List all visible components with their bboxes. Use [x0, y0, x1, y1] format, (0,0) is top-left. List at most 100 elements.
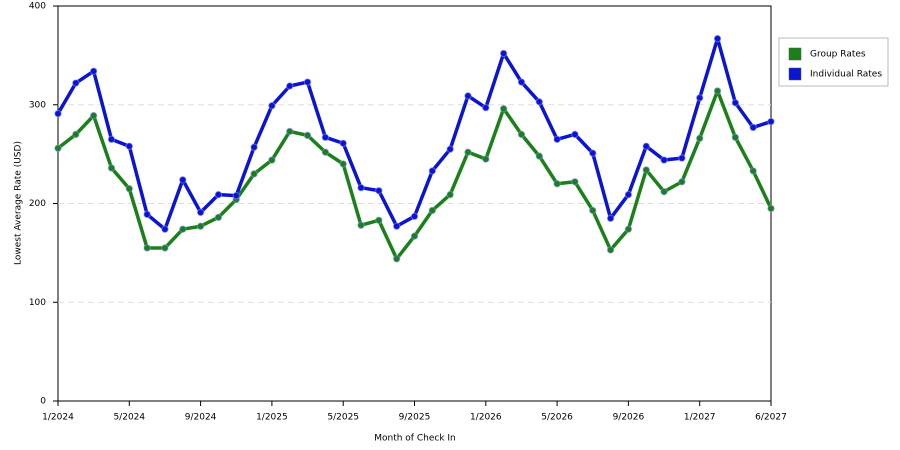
data-point	[713, 34, 722, 43]
data-point	[589, 149, 597, 157]
data-point	[731, 133, 740, 142]
y-tick-label: 400	[29, 2, 46, 12]
x-tick-label: 9/2026	[613, 413, 645, 423]
data-point	[250, 143, 258, 151]
data-point	[72, 79, 80, 87]
data-point	[428, 206, 437, 215]
data-point	[642, 166, 650, 174]
data-point	[89, 111, 98, 120]
data-point	[303, 78, 312, 86]
data-point	[54, 144, 62, 152]
data-point	[410, 212, 419, 221]
data-point	[589, 206, 597, 215]
data-point	[535, 152, 543, 160]
data-point	[321, 133, 330, 142]
x-tick-label: 1/2026	[470, 413, 502, 423]
x-tick-label: 9/2025	[399, 413, 431, 423]
data-point	[428, 167, 437, 175]
data-point	[678, 154, 686, 162]
legend-swatch	[788, 47, 802, 61]
data-point	[553, 135, 561, 144]
y-axis-label: Lowest Average Rate (USD)	[14, 141, 24, 265]
data-point	[482, 104, 490, 112]
data-point	[464, 92, 472, 100]
data-point	[571, 178, 579, 186]
data-point	[535, 98, 543, 106]
data-point	[72, 130, 80, 139]
data-point	[268, 156, 276, 164]
data-point	[286, 127, 294, 136]
data-point	[125, 142, 134, 150]
x-tick-label: 6/2027	[755, 413, 787, 423]
data-point	[357, 184, 365, 192]
data-point	[767, 117, 775, 126]
x-axis-label: Month of Check In	[374, 434, 456, 444]
data-point	[392, 255, 401, 263]
data-point	[54, 109, 62, 118]
data-point	[749, 123, 757, 132]
x-tick-label: 1/2025	[256, 413, 288, 423]
data-point	[357, 221, 365, 229]
data-point	[268, 102, 276, 110]
data-point	[107, 164, 116, 172]
data-point	[286, 82, 294, 90]
data-point	[678, 178, 686, 186]
data-point	[571, 130, 579, 139]
data-point	[696, 134, 704, 143]
data-point	[107, 135, 116, 144]
data-point	[660, 156, 668, 164]
data-point	[606, 246, 615, 254]
data-point	[196, 222, 205, 230]
data-point	[660, 187, 668, 196]
legend-label: Individual Rates	[810, 70, 882, 80]
data-point	[482, 155, 490, 163]
data-point	[446, 145, 454, 153]
plot-area	[57, 5, 772, 402]
data-point	[696, 94, 704, 102]
data-point	[392, 222, 401, 230]
data-point	[767, 204, 775, 213]
data-point	[179, 225, 187, 233]
legend-label: Group Rates	[810, 50, 866, 60]
data-point	[749, 167, 757, 175]
data-point	[642, 142, 650, 150]
x-tick-label: 1/2024	[42, 413, 74, 423]
data-point	[179, 176, 187, 184]
data-point	[624, 225, 633, 233]
data-point	[232, 191, 240, 200]
data-point	[517, 78, 526, 86]
x-tick-label: 9/2024	[185, 413, 217, 423]
y-tick-label: 200	[29, 199, 46, 209]
x-tick-label: 5/2026	[541, 413, 573, 423]
data-point	[553, 180, 561, 188]
y-tick-label: 300	[29, 100, 46, 110]
x-tick-label: 5/2024	[113, 413, 145, 423]
data-point	[125, 184, 134, 193]
data-point	[375, 216, 383, 224]
data-point	[410, 232, 419, 240]
data-point	[214, 213, 223, 222]
data-point	[499, 105, 508, 113]
x-tick-label: 1/2027	[684, 413, 716, 423]
data-point	[214, 190, 223, 199]
data-point	[713, 87, 722, 95]
x-tick-label: 5/2025	[327, 413, 359, 423]
data-point	[339, 160, 347, 168]
data-point	[89, 67, 98, 75]
data-point	[731, 99, 740, 107]
data-point	[161, 225, 169, 233]
data-point	[517, 130, 526, 139]
data-point	[339, 139, 347, 147]
legend-swatch	[788, 67, 802, 81]
data-point	[606, 214, 615, 223]
data-point	[196, 208, 205, 217]
data-point	[375, 186, 383, 195]
data-point	[143, 244, 151, 252]
data-point	[446, 190, 454, 199]
data-point	[143, 210, 151, 219]
data-point	[303, 131, 312, 140]
data-point	[464, 148, 472, 156]
data-point	[624, 190, 633, 199]
data-point	[499, 49, 508, 58]
